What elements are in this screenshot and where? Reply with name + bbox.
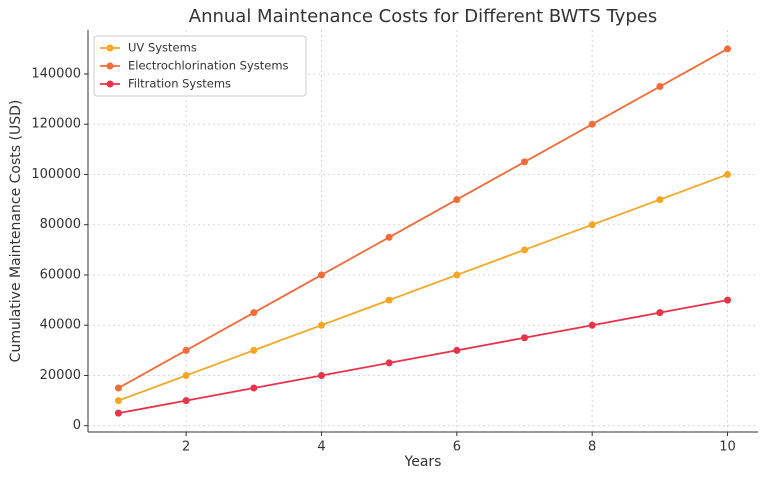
data-point xyxy=(656,196,664,204)
data-point xyxy=(588,221,596,229)
legend-label: Filtration Systems xyxy=(128,77,231,91)
x-tick-label: 2 xyxy=(182,440,190,455)
data-point xyxy=(250,384,258,392)
data-point xyxy=(182,371,190,379)
data-point xyxy=(588,120,596,128)
data-point xyxy=(182,397,190,405)
data-point xyxy=(385,233,393,241)
series-line xyxy=(118,299,728,415)
legend-label: UV Systems xyxy=(128,41,197,55)
data-point xyxy=(453,346,461,354)
legend-swatch xyxy=(106,44,114,52)
data-point xyxy=(114,409,122,417)
y-tick-label: 60000 xyxy=(40,267,81,282)
x-tick-label: 6 xyxy=(453,440,461,455)
x-tick-label: 8 xyxy=(588,440,596,455)
data-point xyxy=(453,271,461,279)
y-tick-label: 140000 xyxy=(31,66,81,81)
chart-title: Annual Maintenance Costs for Different B… xyxy=(189,6,658,27)
data-point xyxy=(385,359,393,367)
data-point xyxy=(453,196,461,204)
data-point xyxy=(250,346,258,354)
data-point xyxy=(250,309,258,317)
y-tick-label: 120000 xyxy=(31,117,81,132)
data-point xyxy=(724,170,732,178)
data-point xyxy=(317,271,325,279)
series-line xyxy=(118,48,728,389)
data-point xyxy=(114,384,122,392)
y-tick-label: 20000 xyxy=(40,368,81,383)
data-point xyxy=(521,246,529,254)
data-point xyxy=(182,346,190,354)
data-point xyxy=(114,397,122,405)
legend-swatch xyxy=(106,80,114,88)
series-line xyxy=(118,173,728,402)
data-point xyxy=(588,321,596,329)
legend-swatch xyxy=(106,62,114,70)
y-tick-label: 0 xyxy=(73,418,81,433)
y-tick-label: 80000 xyxy=(40,217,81,232)
y-tick-label: 40000 xyxy=(40,318,81,333)
data-point xyxy=(724,296,732,304)
data-point xyxy=(656,83,664,91)
data-point xyxy=(385,296,393,304)
data-point xyxy=(521,158,529,166)
data-point xyxy=(317,371,325,379)
data-point xyxy=(656,309,664,317)
legend-label: Electrochlorination Systems xyxy=(128,59,289,73)
x-axis-label: Years xyxy=(404,454,442,470)
y-axis-label: Cumulative Maintenance Costs (USD) xyxy=(8,100,24,363)
data-point xyxy=(521,334,529,342)
y-tick-label: 100000 xyxy=(31,167,81,182)
legend-box xyxy=(93,35,307,97)
data-point xyxy=(317,321,325,329)
data-point xyxy=(724,45,732,53)
x-tick-label: 4 xyxy=(317,440,325,455)
x-tick-label: 10 xyxy=(719,440,736,455)
